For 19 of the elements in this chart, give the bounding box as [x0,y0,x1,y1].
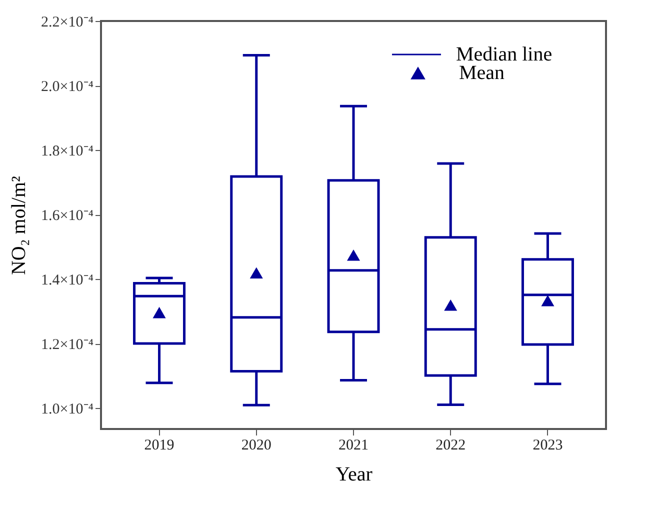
y-tick-label: 1.8×10⁻⁴ [41,144,94,160]
point [444,300,458,311]
y-tick-label: 1.6×10⁻⁴ [41,208,94,224]
y-tick-label: 1.4×10⁻⁴ [41,272,94,289]
point [250,267,263,279]
x-tick-label: 2022 [436,438,466,454]
y-tick-label: 2.0×10⁻⁴ [41,79,94,96]
x-tick-label: 2019 [144,438,174,454]
point [152,306,166,318]
x-tick-label: 2023 [532,438,563,454]
point [346,250,360,261]
x-tick-label: 2021 [338,438,368,454]
y-axis-title: NO₂ mol/m² [8,176,30,276]
point [541,294,554,306]
y-tick-label: 2.2×10⁻⁴ [41,14,94,30]
x-axis-title: Year [336,464,373,486]
y-tick-label: 1.2×10⁻⁴ [41,337,94,354]
x-tick-label: 2020 [241,438,272,454]
y-tick-label: 1.0×10⁻⁴ [41,402,94,418]
